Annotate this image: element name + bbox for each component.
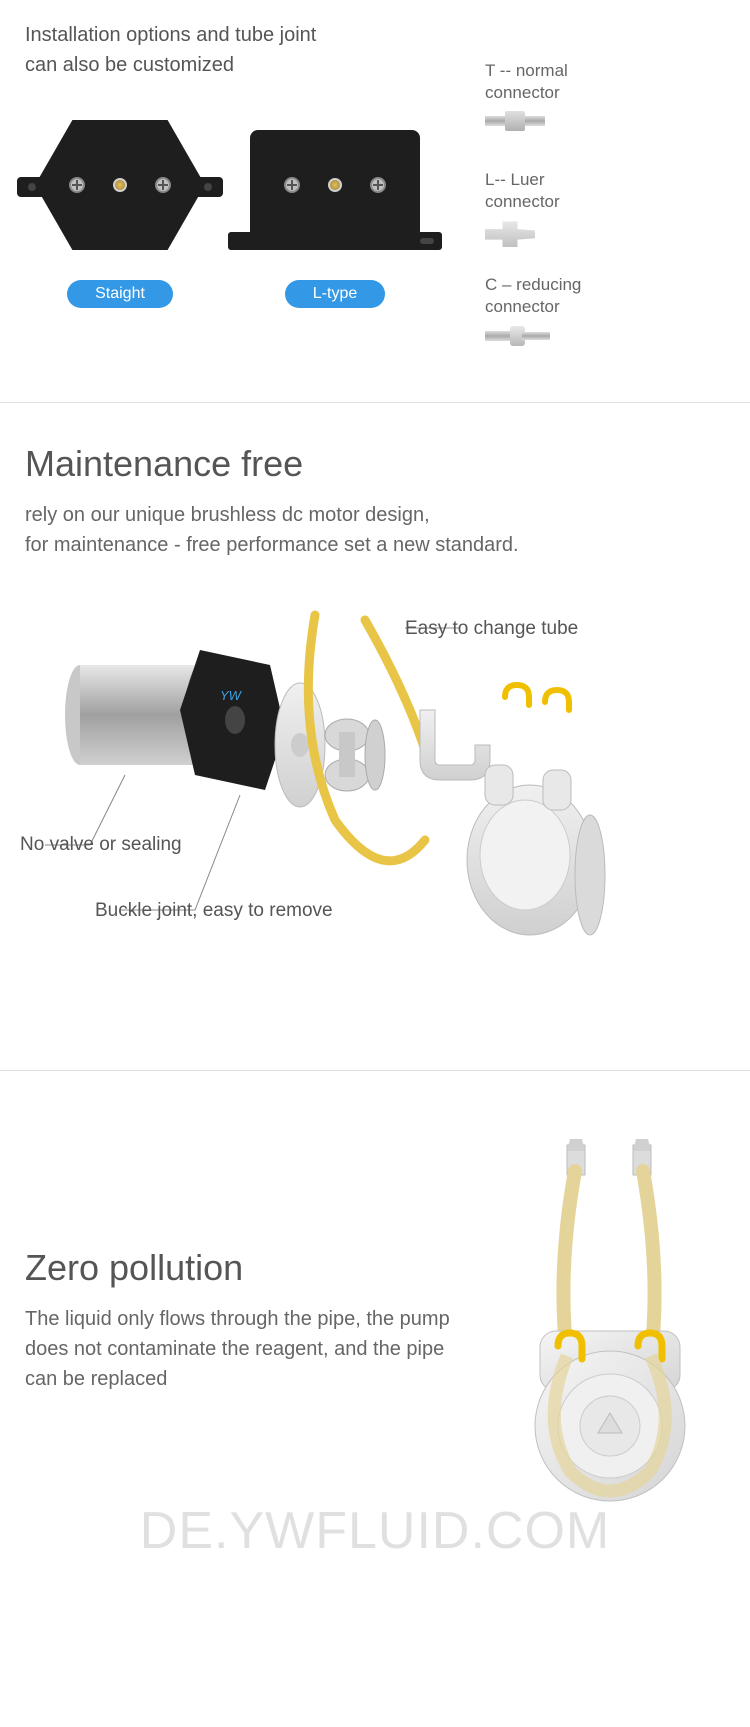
zero-line1: The liquid only flows through the pipe, … <box>25 1304 475 1334</box>
connector-reducing-icon <box>485 329 560 364</box>
connector-l-l2: connector <box>485 191 725 213</box>
exploded-svg: YW <box>25 590 725 1050</box>
maintenance-line1: rely on our unique brushless dc motor de… <box>25 500 725 530</box>
maintenance-heading: Maintenance free <box>25 443 725 485</box>
option-l-type: L-type <box>235 120 435 308</box>
connector-luer-icon <box>485 221 560 256</box>
screw-icon <box>69 177 85 193</box>
option-straight: Staight <box>25 120 215 308</box>
zero-line2: does not contaminate the reagent, and th… <box>25 1334 475 1364</box>
callout-no-valve: No valve or sealing <box>20 834 182 856</box>
ltype-badge: L-type <box>285 280 385 308</box>
straight-badge: Staight <box>67 280 173 308</box>
connector-c-l2: connector <box>485 296 725 318</box>
installation-options-section: Installation options and tube joint can … <box>0 0 750 402</box>
screw-icon <box>155 177 171 193</box>
maintenance-line2: for maintenance - free performance set a… <box>25 530 725 560</box>
connector-c: C – reducing connector <box>485 274 725 363</box>
maintenance-free-section: Maintenance free rely on our unique brus… <box>0 403 750 1070</box>
svg-text:YW: YW <box>220 688 243 703</box>
intro-line-1: Installation options and tube joint <box>25 20 725 50</box>
callout-easy-change: Easy to change tube <box>405 618 578 640</box>
shaft-icon <box>328 178 342 192</box>
connector-t-icon <box>485 116 560 151</box>
connector-t-l2: connector <box>485 82 725 104</box>
pump-ltype-graphic <box>235 120 435 250</box>
callout-buckle: Buckle joint, easy to remove <box>95 900 333 922</box>
zero-line3: can be replaced <box>25 1364 475 1394</box>
pump-head-graphic <box>495 1131 725 1511</box>
screw-icon <box>284 177 300 193</box>
connector-c-l1: C – reducing <box>485 274 725 296</box>
connector-l-l1: L-- Luer <box>485 169 725 191</box>
screw-icon <box>370 177 386 193</box>
connector-t-l1: T -- normal <box>485 60 725 82</box>
connector-column: T -- normal connector L-- Luer connector… <box>455 60 725 382</box>
options-row: Staight L-type T -- <box>25 120 725 382</box>
connector-t: T -- normal connector <box>485 60 725 151</box>
pump-straight-graphic <box>25 120 215 250</box>
shaft-icon <box>113 178 127 192</box>
exploded-diagram: YW <box>25 590 725 1050</box>
zero-pollution-section: Zero pollution The liquid only flows thr… <box>0 1071 750 1591</box>
connector-l: L-- Luer connector <box>485 169 725 256</box>
zero-pollution-heading: Zero pollution <box>25 1247 475 1289</box>
pump-head-svg <box>495 1131 725 1511</box>
